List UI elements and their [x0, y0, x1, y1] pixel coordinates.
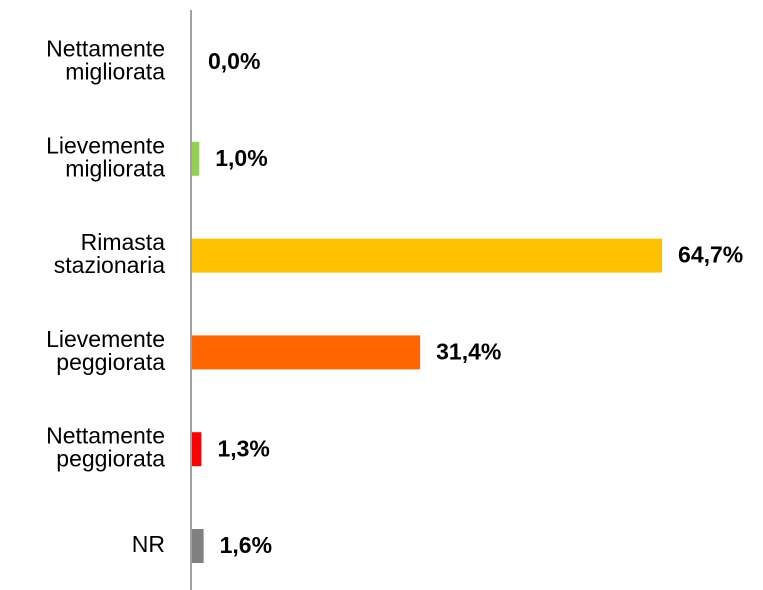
value-label: 31,4% — [436, 338, 501, 364]
category-label: Rimasta stazionaria — [54, 229, 165, 278]
category-label-line: Lievemente — [46, 326, 165, 352]
value-label: 64,7% — [678, 242, 743, 268]
category-label-line: peggiorata — [56, 446, 165, 472]
category-label-line: Nettamente — [46, 423, 165, 449]
bar — [192, 432, 202, 467]
value-label: 1,3% — [217, 435, 269, 461]
bar — [192, 238, 663, 273]
bar — [192, 335, 421, 370]
category-label: Lievemente migliorata — [46, 132, 165, 181]
category-label-line: Nettamente — [46, 36, 165, 62]
category-label: Nettamente migliorata — [46, 36, 165, 85]
category-label: Lievemente peggiorata — [46, 326, 165, 375]
category-label: NR — [132, 531, 165, 557]
value-label: 1,0% — [215, 145, 267, 171]
category-label-line: NR — [132, 531, 165, 557]
category-label-line: peggiorata — [56, 349, 165, 375]
category-label-line: Rimasta — [81, 229, 166, 255]
bar — [192, 141, 200, 176]
category-label-line: Lievemente — [46, 132, 165, 158]
category-label-line: migliorata — [65, 59, 165, 85]
category-label-line: migliorata — [65, 155, 165, 181]
category-label: Nettamente peggiorata — [46, 423, 165, 472]
bar — [192, 529, 204, 563]
value-label: 1,6% — [220, 532, 272, 558]
category-label-line: stazionaria — [54, 252, 165, 278]
value-label: 0,0% — [208, 48, 260, 74]
